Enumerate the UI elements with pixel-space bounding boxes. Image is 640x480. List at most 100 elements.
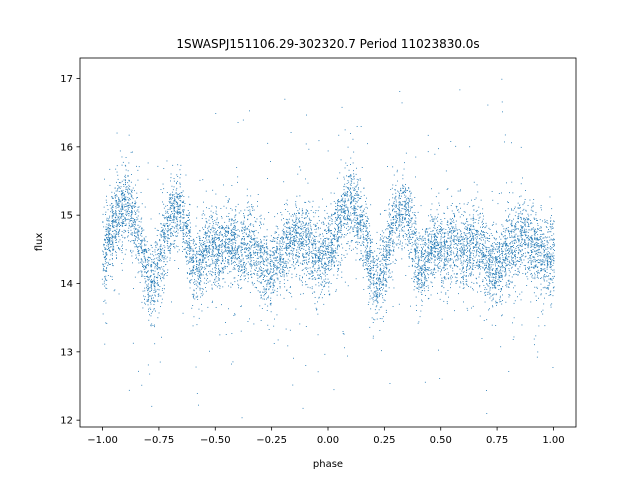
- data-point: [302, 243, 303, 245]
- data-point: [448, 248, 450, 250]
- data-point: [354, 206, 356, 208]
- data-point: [170, 205, 172, 207]
- data-point: [201, 268, 203, 270]
- data-point: [207, 230, 209, 232]
- data-point: [351, 182, 352, 184]
- data-point: [283, 269, 284, 270]
- data-point: [327, 150, 329, 152]
- data-point: [110, 228, 112, 230]
- data-point: [332, 257, 334, 259]
- data-point: [441, 251, 442, 253]
- data-point: [162, 224, 164, 226]
- data-point: [251, 238, 253, 240]
- data-point: [129, 197, 130, 199]
- data-point: [391, 224, 392, 226]
- data-point: [429, 252, 431, 254]
- data-point: [245, 255, 247, 256]
- data-point: [350, 175, 351, 177]
- data-point: [457, 256, 459, 257]
- data-point: [373, 258, 375, 259]
- data-point: [171, 225, 173, 227]
- data-point: [208, 242, 210, 243]
- data-point: [286, 275, 288, 277]
- data-point: [115, 206, 117, 207]
- data-point: [474, 237, 476, 239]
- data-point: [439, 378, 441, 379]
- data-point: [535, 218, 537, 220]
- data-point: [402, 185, 404, 187]
- data-point: [466, 259, 467, 261]
- data-point: [144, 268, 146, 270]
- data-point: [179, 213, 181, 214]
- data-point: [378, 284, 380, 285]
- data-point: [158, 255, 160, 257]
- data-point: [509, 219, 511, 221]
- data-point: [482, 227, 483, 228]
- data-point: [520, 264, 522, 265]
- data-point: [136, 192, 138, 194]
- data-point: [447, 272, 449, 274]
- data-point: [330, 260, 332, 262]
- data-point: [111, 220, 112, 222]
- data-point: [506, 284, 508, 286]
- data-point: [445, 242, 447, 243]
- data-point: [378, 309, 380, 311]
- data-point: [339, 262, 341, 264]
- data-point: [363, 225, 365, 227]
- data-point: [256, 273, 258, 274]
- data-point: [208, 250, 210, 252]
- data-point: [125, 213, 127, 215]
- data-point: [276, 243, 278, 244]
- data-point: [440, 219, 442, 220]
- data-point: [239, 230, 240, 232]
- data-point: [205, 233, 206, 235]
- data-point: [246, 256, 248, 257]
- data-point: [516, 260, 518, 262]
- data-point: [240, 276, 241, 278]
- data-point: [348, 211, 349, 212]
- data-point: [150, 315, 152, 317]
- data-point: [446, 240, 448, 242]
- data-point: [130, 226, 132, 228]
- data-point: [267, 254, 269, 256]
- data-point: [241, 270, 243, 271]
- data-point: [350, 226, 352, 228]
- data-point: [470, 267, 472, 268]
- data-point: [308, 230, 310, 232]
- data-point: [547, 260, 548, 261]
- data-point: [458, 239, 459, 241]
- data-point: [528, 244, 530, 246]
- data-point: [481, 234, 483, 236]
- data-point: [554, 275, 555, 277]
- data-point: [230, 230, 232, 232]
- data-point: [142, 249, 144, 251]
- data-point: [134, 276, 136, 278]
- data-point: [389, 226, 391, 228]
- data-point: [530, 247, 532, 248]
- data-point: [105, 230, 107, 232]
- data-point: [232, 238, 234, 240]
- data-point: [366, 262, 368, 264]
- data-point: [202, 257, 204, 259]
- data-point: [409, 235, 410, 237]
- data-point: [302, 221, 304, 223]
- data-point: [183, 212, 184, 214]
- data-point: [163, 216, 165, 218]
- data-point: [510, 281, 512, 283]
- data-point: [384, 236, 386, 238]
- data-point: [537, 275, 538, 277]
- data-point: [214, 254, 216, 256]
- data-point: [519, 235, 521, 237]
- data-point: [283, 279, 285, 281]
- data-point: [192, 250, 194, 252]
- data-point: [160, 280, 162, 282]
- data-point: [532, 211, 534, 212]
- data-point: [116, 202, 118, 204]
- data-point: [532, 277, 534, 279]
- data-point: [260, 251, 262, 253]
- data-point: [121, 245, 123, 247]
- data-point: [209, 216, 210, 218]
- data-point: [258, 244, 260, 246]
- data-point: [279, 250, 281, 252]
- data-point: [242, 227, 244, 229]
